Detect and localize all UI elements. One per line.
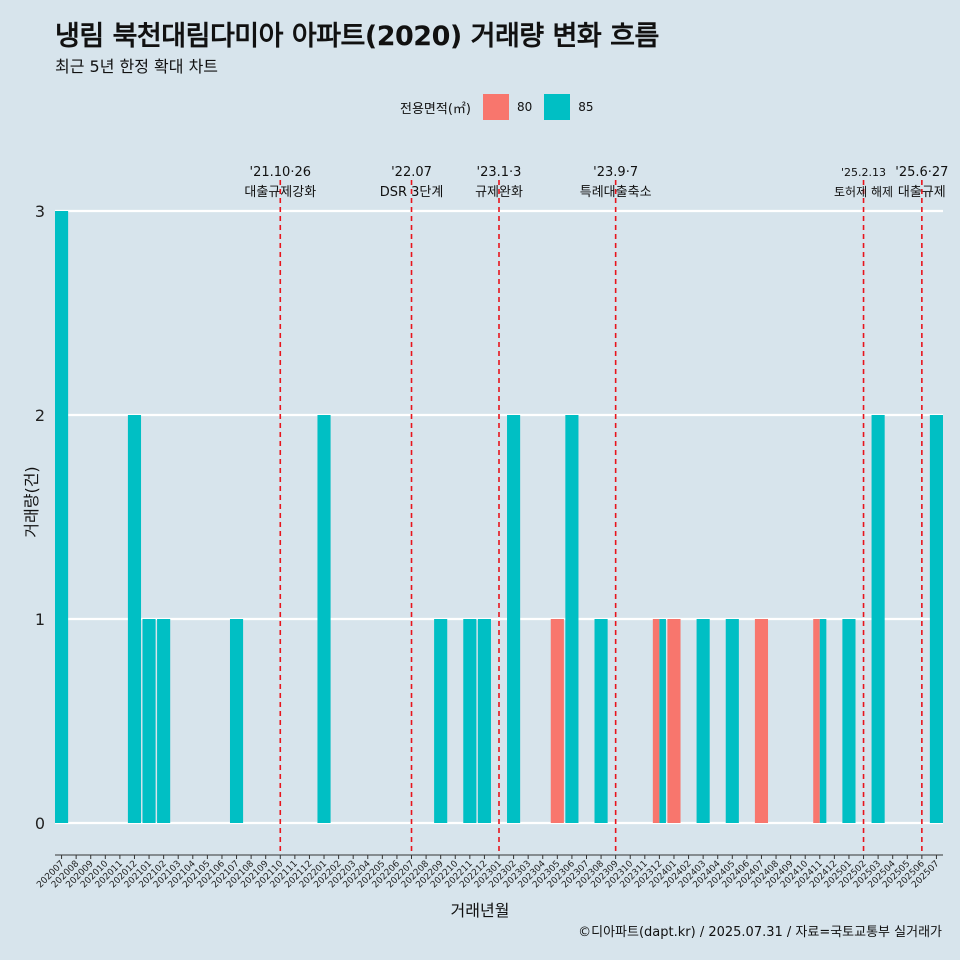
- event-text-4: 토허제 해제: [834, 185, 893, 199]
- bar-85-202209: [434, 619, 448, 823]
- bar-85-202107: [229, 619, 244, 823]
- event-date-4: '25.2.13: [841, 166, 886, 179]
- event-text-1: DSR 3단계: [380, 185, 444, 200]
- bar-85-202211: [463, 619, 477, 823]
- bar-85-202403: [696, 619, 710, 823]
- event-text-5: 대출규제: [898, 185, 946, 200]
- bar-85-202302: [507, 415, 521, 823]
- bar-85-202212: [477, 619, 491, 823]
- event-date-0: '21.10·26: [250, 165, 311, 180]
- chart-title: 냉림 북천대림다미아 아파트(2020) 거래량 변화 흐름: [55, 21, 659, 52]
- bar-85-202503: [871, 415, 885, 823]
- legend-title: 전용면적(㎡): [400, 101, 471, 117]
- bar-80-202411: [813, 619, 820, 823]
- y-tick-label: 0: [35, 814, 45, 833]
- bar-85-202308: [594, 619, 608, 823]
- legend-swatch-80: [482, 94, 509, 120]
- bar-85-202507: [929, 415, 943, 823]
- chart-subtitle: 최근 5년 한정 확대 차트: [55, 57, 219, 76]
- event-text-0: 대출규제강화: [244, 185, 316, 200]
- source-caption: ©디아파트(dapt.kr) / 2025.07.31 / 자료=국토교통부 실…: [578, 925, 942, 940]
- legend-label-80: 80: [516, 100, 533, 114]
- event-date-5: '25.6·27: [895, 165, 948, 180]
- bar-85-202306: [565, 415, 579, 823]
- bar-85-202007: [55, 211, 69, 823]
- bar-85-202201: [317, 415, 331, 823]
- event-text-2: 규제완화: [475, 185, 523, 200]
- bar-85-202102: [157, 619, 171, 823]
- bar-80-202407: [754, 619, 769, 823]
- y-tick-label: 1: [35, 610, 45, 629]
- y-axis-label: 거래량(건): [22, 466, 41, 538]
- legend: 전용면적(㎡) 80 85: [400, 93, 594, 121]
- event-text-3: 특례대출축소: [580, 185, 652, 200]
- bar-85-202012: [127, 415, 142, 823]
- event-date-3: '23.9·7: [593, 165, 638, 180]
- y-tick-label: 3: [35, 202, 45, 221]
- bar-85-202501: [842, 619, 856, 823]
- bar-80-202305: [550, 619, 564, 823]
- bar-85-202312: [659, 619, 666, 823]
- bar-85-202101: [142, 619, 156, 823]
- event-date-1: '22.07: [391, 165, 432, 180]
- legend-swatch-85: [544, 94, 571, 120]
- x-axis-label: 거래년월: [450, 901, 510, 920]
- legend-label-85: 85: [578, 100, 594, 114]
- bar-85-202411: [819, 619, 827, 823]
- bar-80-202312: [652, 619, 660, 823]
- bar-85-202405: [725, 619, 739, 823]
- bar-80-202401: [667, 619, 681, 823]
- event-date-2: '23.1·3: [477, 165, 522, 180]
- y-tick-label: 2: [35, 406, 45, 425]
